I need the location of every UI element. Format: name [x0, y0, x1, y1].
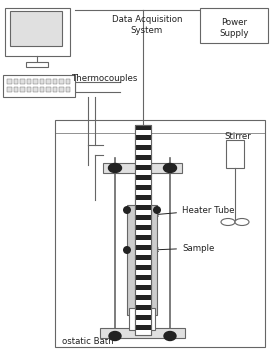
Bar	[135, 290, 151, 295]
Bar	[3, 75, 75, 97]
Bar	[55, 120, 265, 347]
Bar	[20, 87, 24, 92]
Bar	[10, 11, 62, 46]
Text: Thermocouples: Thermocouples	[72, 74, 138, 82]
Bar	[135, 130, 151, 135]
Bar	[33, 79, 37, 84]
Bar	[129, 308, 155, 330]
Bar	[135, 165, 151, 170]
Text: Heater Tube: Heater Tube	[155, 206, 235, 216]
Bar	[135, 160, 151, 165]
Text: Sample: Sample	[155, 243, 214, 252]
Circle shape	[123, 206, 131, 214]
Ellipse shape	[235, 218, 249, 226]
Bar	[135, 125, 151, 335]
Bar	[135, 240, 151, 245]
Bar	[135, 205, 151, 210]
Bar	[135, 195, 151, 200]
Bar	[135, 125, 151, 130]
Bar	[135, 330, 151, 335]
Bar	[127, 205, 157, 315]
Bar	[135, 170, 151, 175]
Bar	[135, 225, 151, 230]
Bar	[40, 87, 44, 92]
Bar	[59, 87, 64, 92]
Bar	[100, 328, 185, 338]
Bar	[135, 200, 151, 205]
Bar	[26, 79, 31, 84]
Bar	[135, 230, 151, 235]
Bar	[135, 145, 151, 150]
Bar	[135, 265, 151, 270]
Circle shape	[123, 246, 131, 254]
Bar	[135, 175, 151, 180]
Ellipse shape	[164, 332, 176, 341]
Bar	[26, 62, 48, 67]
Bar	[135, 305, 151, 310]
Bar	[40, 79, 44, 84]
Bar	[26, 87, 31, 92]
Bar	[135, 210, 151, 215]
Bar	[135, 140, 151, 145]
Bar	[5, 8, 70, 56]
Bar	[59, 79, 64, 84]
Bar	[200, 8, 268, 43]
Ellipse shape	[164, 164, 177, 172]
Bar	[20, 79, 24, 84]
Bar	[135, 310, 151, 315]
Bar	[226, 140, 244, 168]
Bar	[135, 300, 151, 305]
Bar	[135, 295, 151, 300]
Bar	[65, 87, 70, 92]
Bar	[7, 87, 12, 92]
Bar	[13, 87, 18, 92]
Bar	[13, 79, 18, 84]
Bar	[103, 163, 182, 173]
Bar	[135, 270, 151, 275]
Bar	[135, 255, 151, 260]
Bar	[135, 180, 151, 185]
Bar	[135, 155, 151, 160]
Ellipse shape	[109, 332, 121, 341]
Bar	[135, 320, 151, 325]
Ellipse shape	[109, 164, 122, 172]
Bar	[135, 250, 151, 255]
Bar	[135, 190, 151, 195]
Bar	[135, 260, 151, 265]
Bar	[53, 79, 57, 84]
Ellipse shape	[221, 218, 235, 226]
Bar	[135, 135, 151, 140]
Text: Data Acquisition
System: Data Acquisition System	[112, 15, 182, 35]
Bar	[65, 79, 70, 84]
Text: Power
Supply: Power Supply	[219, 18, 249, 38]
Bar	[135, 325, 151, 330]
Bar	[135, 185, 151, 190]
Bar	[53, 87, 57, 92]
Bar	[135, 220, 151, 225]
Bar	[135, 275, 151, 280]
Bar	[135, 235, 151, 240]
Circle shape	[153, 206, 161, 214]
Bar	[46, 87, 51, 92]
Bar	[135, 150, 151, 155]
Bar	[135, 245, 151, 250]
Bar	[135, 315, 151, 320]
Bar	[135, 125, 151, 335]
Bar	[7, 79, 12, 84]
Bar	[135, 280, 151, 285]
Bar	[46, 79, 51, 84]
Bar	[33, 87, 37, 92]
Bar	[135, 285, 151, 290]
Bar	[135, 215, 151, 220]
Text: ostatic Bath: ostatic Bath	[62, 337, 114, 347]
Text: Stirrer: Stirrer	[224, 131, 251, 141]
